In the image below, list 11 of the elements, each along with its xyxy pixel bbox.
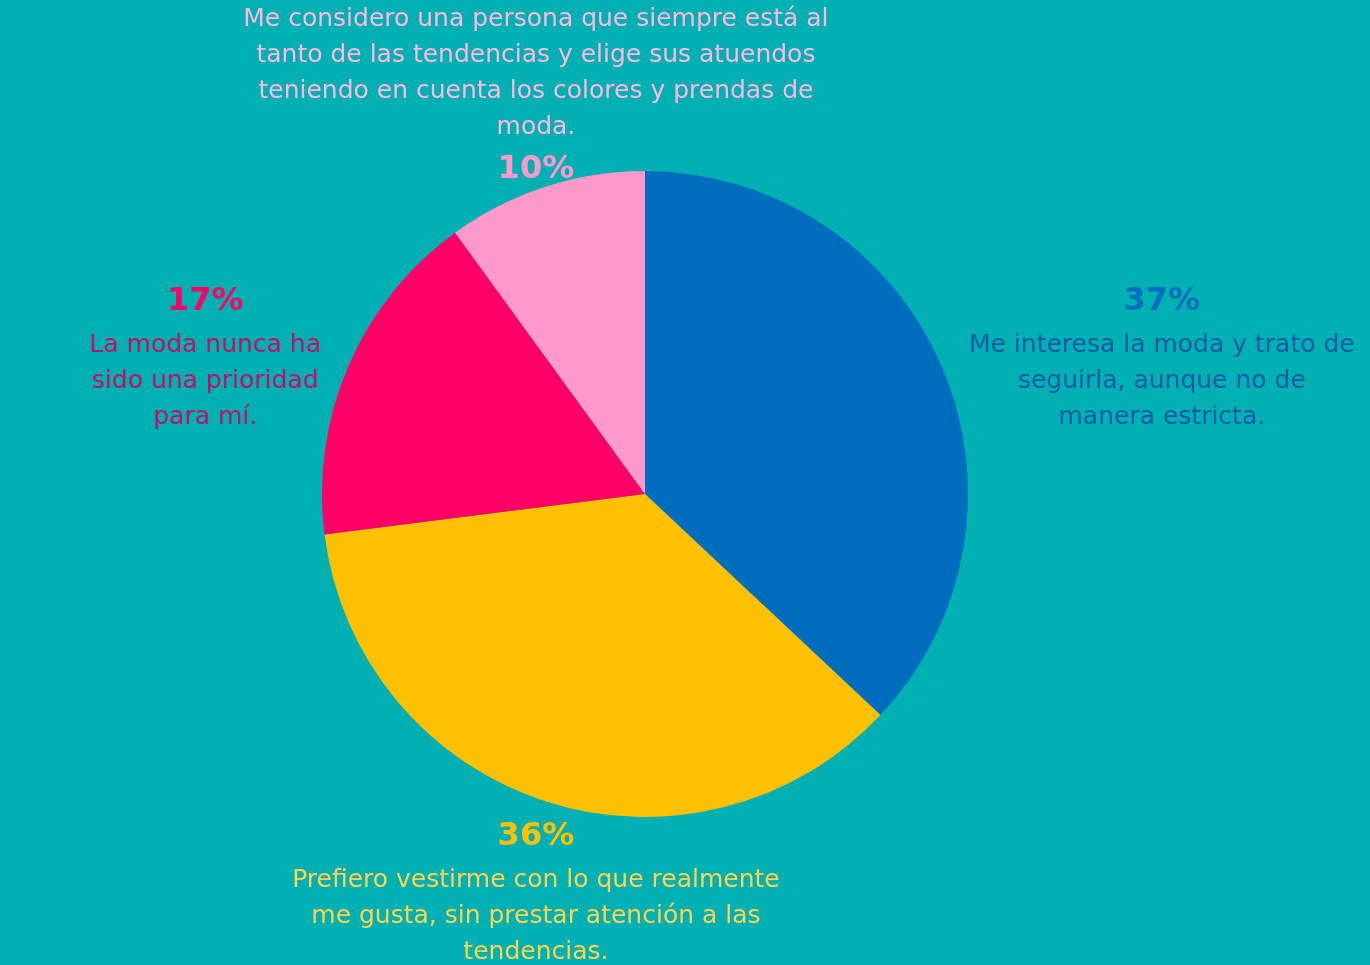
data-label: 10% xyxy=(497,148,575,186)
pie-slice xyxy=(322,232,645,535)
slice-label: Prefiero vestirme con lo que realmente me gusta, sin prestar atención a las tendencias. xyxy=(292,864,780,965)
data-label: 37% xyxy=(1123,279,1201,318)
pie-slice xyxy=(324,494,881,817)
data-label: 17% xyxy=(166,279,244,318)
slice-label: Me interesa la moda y trato de seguirla, aunque no de manera estricta. xyxy=(968,328,1355,430)
data-label: 36% xyxy=(497,815,575,853)
slice-label: La moda nunca ha sido una prioridad para mí. xyxy=(89,328,322,430)
pie-slice xyxy=(645,171,968,716)
slice-label: Me considero una persona que siempre está al tanto de las tendencias y elige sus atuendos teniendo en cuenta los colores y prendas de moda. xyxy=(243,3,829,140)
